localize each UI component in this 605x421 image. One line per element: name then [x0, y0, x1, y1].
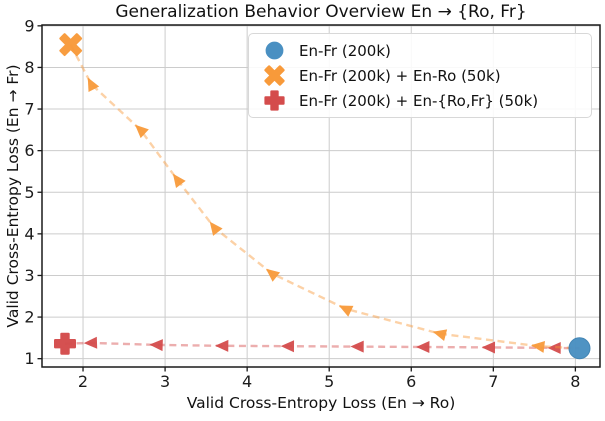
- y-tick-label: 6: [24, 141, 34, 160]
- plus-marker: [54, 332, 76, 355]
- plot-border: [41, 24, 601, 368]
- legend-item-en-fr-en-ro: En-Fr (200k) + En-Ro (50k): [259, 63, 581, 88]
- y-tick-label: 5: [24, 183, 34, 202]
- chart-title: Generalization Behavior Overview En → {R…: [115, 2, 527, 22]
- arrow-marker: [135, 124, 149, 139]
- x-tick-label: 4: [242, 372, 252, 391]
- y-tick-label: 8: [24, 58, 34, 77]
- x-marker: [59, 33, 83, 56]
- arrow-marker: [215, 339, 229, 352]
- circle-marker-icon: [265, 41, 284, 60]
- x-axis-label: Valid Cross-Entropy Loss (En → Ro): [186, 394, 456, 412]
- arrow-marker: [83, 336, 98, 349]
- x-marker-icon: [264, 65, 285, 86]
- y-tick-label: 4: [24, 224, 34, 243]
- legend-label: En-Fr (200k) + En-{Ro,Fr} (50k): [299, 91, 539, 110]
- x-tick-label: 8: [570, 372, 580, 391]
- legend: En-Fr (200k) En-Fr (200k) + En-Ro (50k) …: [248, 33, 592, 118]
- arrow-marker: [338, 305, 354, 317]
- legend-item-en-fr: En-Fr (200k): [259, 38, 581, 63]
- arrow-marker: [172, 173, 186, 189]
- y-tick-label: 3: [24, 266, 34, 285]
- y-axis-label: Valid Cross-Entropy Loss (En → Fr): [4, 64, 22, 328]
- plus-marker-icon: [264, 90, 285, 111]
- arrow-marker: [265, 268, 281, 282]
- tick-labels: 2 3 4 5 6 7 8 1 2 3 4 5 6 7 8 9: [24, 16, 580, 391]
- arrow-marker: [350, 340, 364, 353]
- x-tick-label: 7: [488, 372, 498, 391]
- y-tick-label: 1: [24, 349, 34, 368]
- legend-label: En-Fr (200k): [299, 41, 391, 60]
- arrow-marker: [149, 339, 163, 352]
- axis-ticks: [37, 25, 577, 372]
- arrow-marker: [87, 77, 100, 93]
- y-tick-label: 2: [24, 308, 34, 327]
- series-2: [54, 332, 580, 355]
- circle-marker: [568, 337, 591, 360]
- arrow-marker: [531, 340, 546, 353]
- arrow-marker: [280, 340, 295, 353]
- series-2-line: [64, 341, 580, 350]
- arrow-marker: [481, 341, 496, 354]
- legend-label: En-Fr (200k) + En-Ro (50k): [299, 66, 501, 85]
- arrow-marker: [432, 329, 448, 341]
- arrow-marker: [547, 341, 561, 354]
- x-tick-label: 2: [78, 372, 88, 391]
- arrow-marker: [416, 341, 430, 354]
- arrow-marker: [209, 221, 223, 236]
- y-tick-label: 7: [24, 100, 34, 119]
- x-tick-label: 5: [324, 372, 334, 391]
- x-tick-label: 3: [160, 372, 170, 391]
- series-1: [59, 33, 580, 353]
- series-0: [568, 337, 591, 360]
- x-tick-label: 6: [406, 372, 416, 391]
- y-tick-label: 9: [24, 16, 34, 35]
- series-1-line: [69, 44, 580, 350]
- legend-item-en-fr-en-rofr: En-Fr (200k) + En-{Ro,Fr} (50k): [259, 88, 581, 113]
